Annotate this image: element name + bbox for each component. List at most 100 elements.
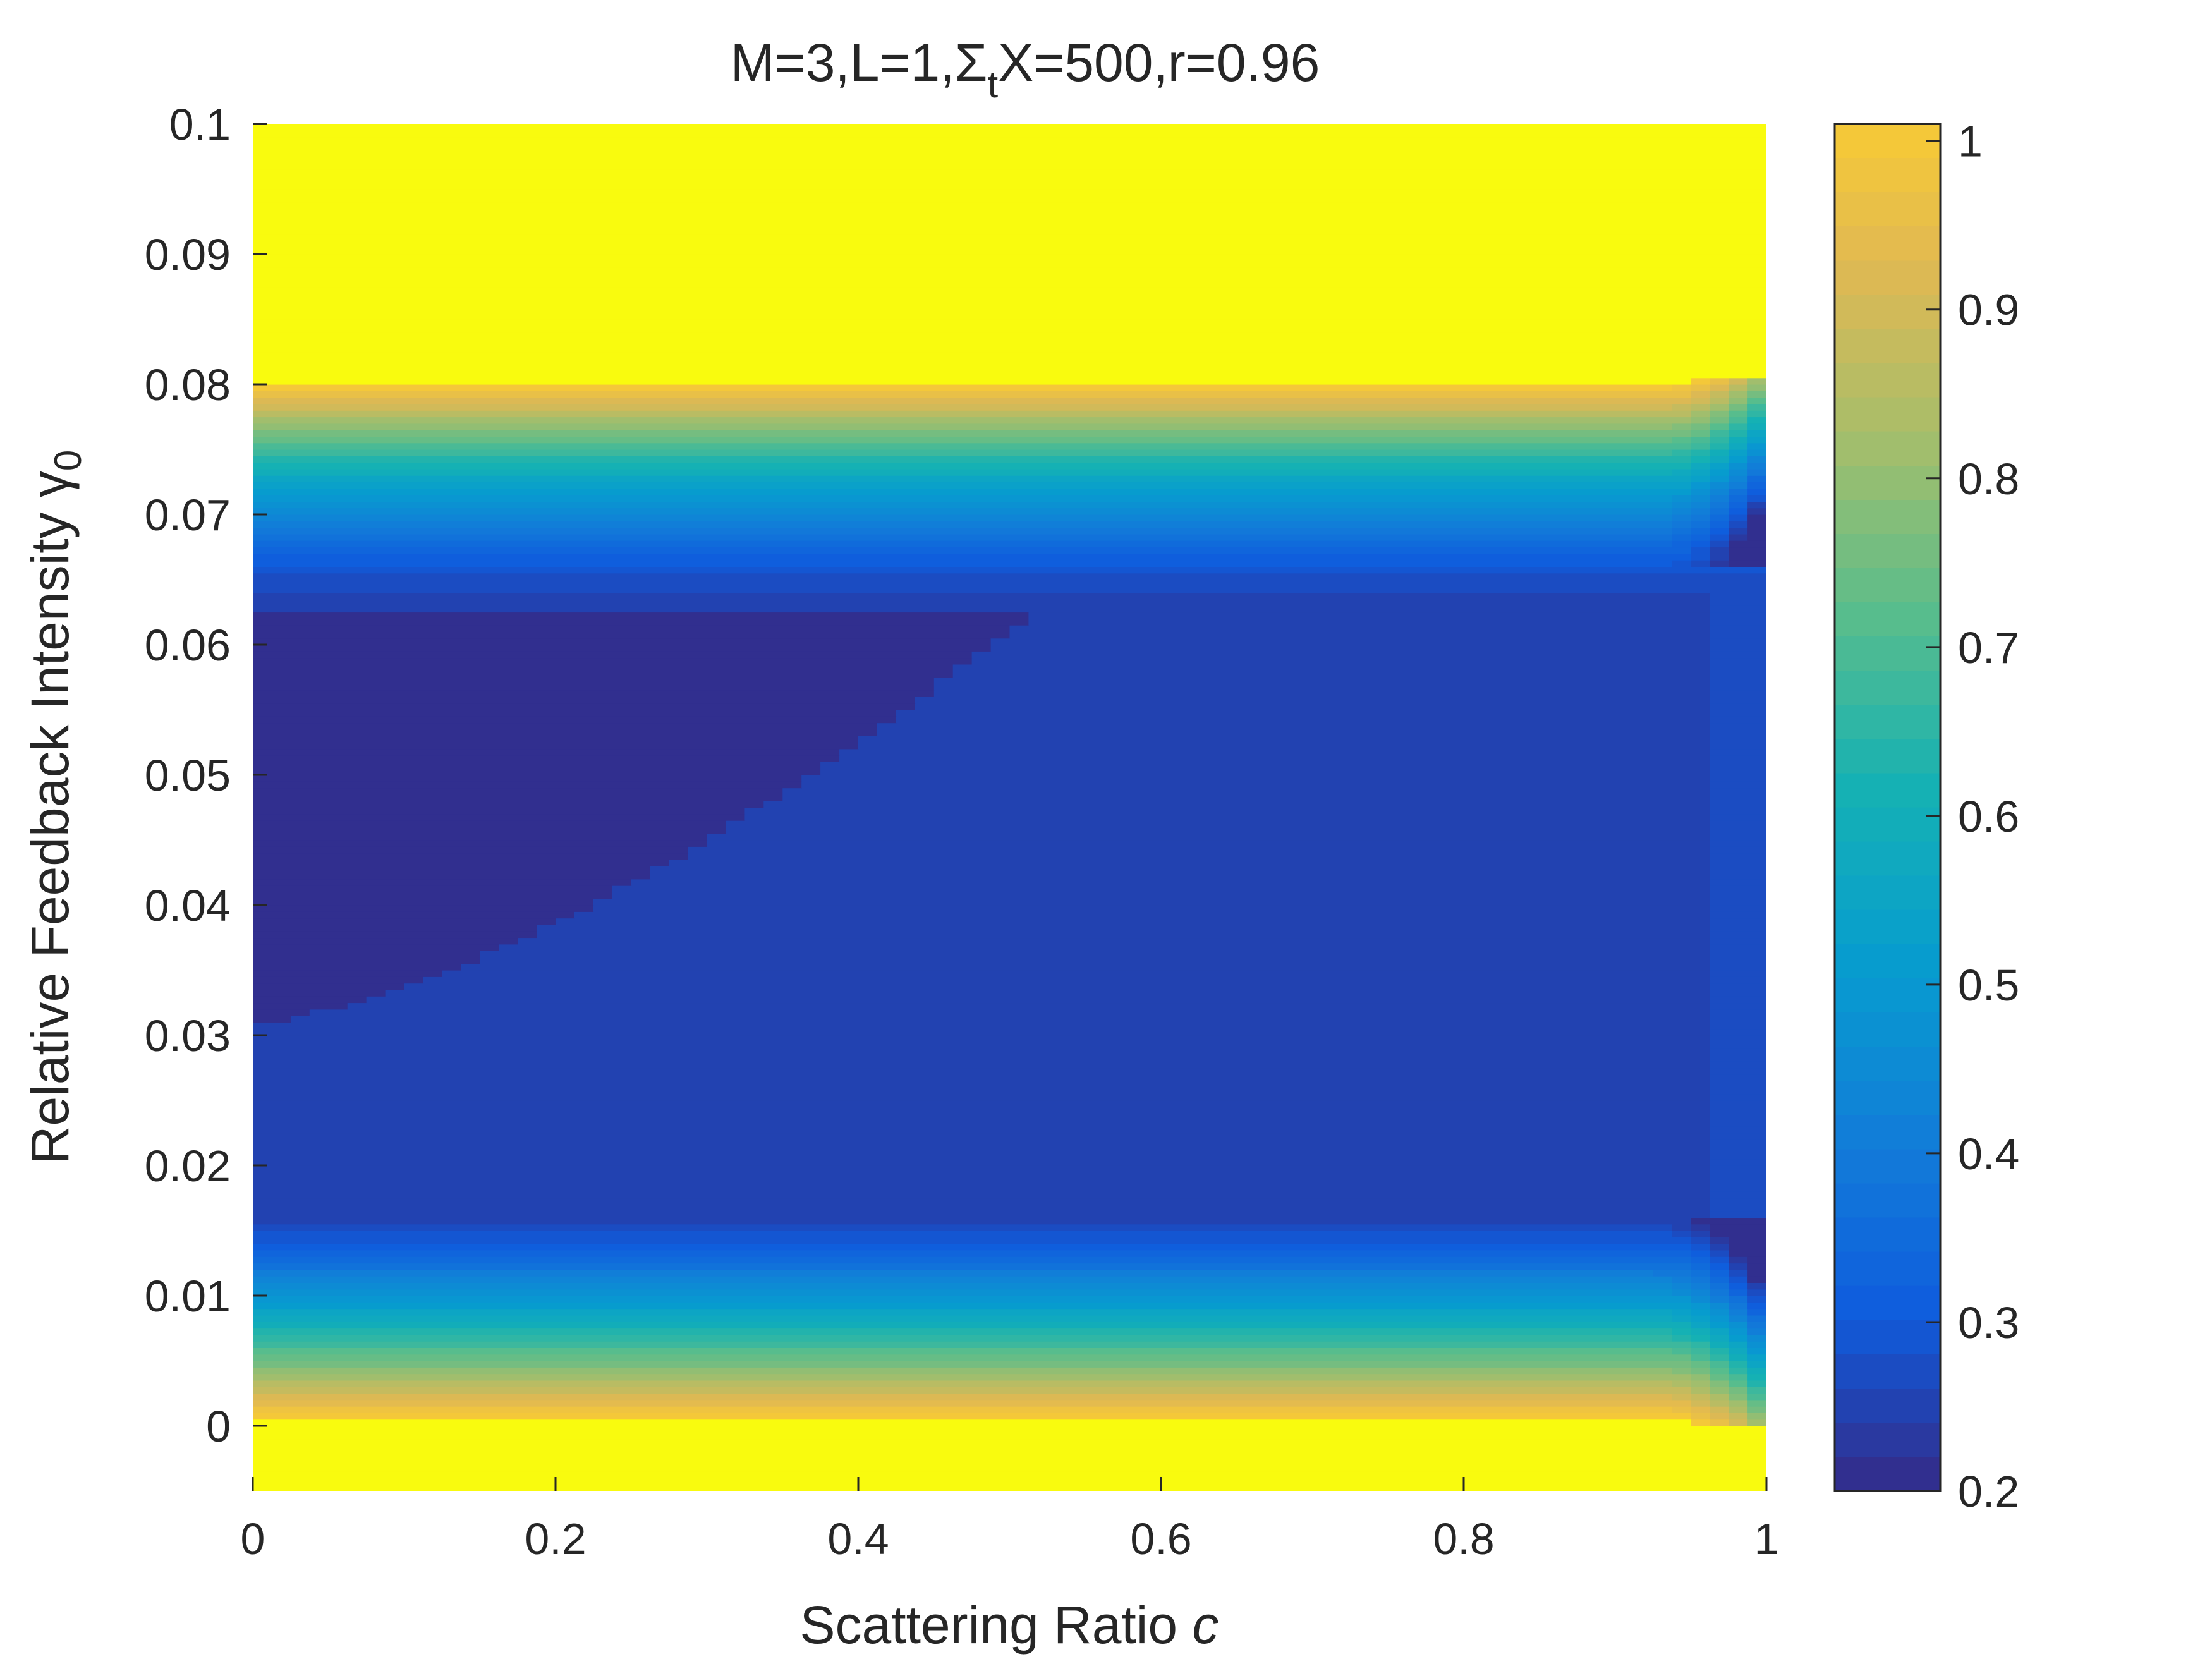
y-tick-label: 0.06 [145,621,231,670]
heatmap-cell [253,696,916,704]
heatmap-cell [1710,865,1766,873]
heatmap-cell [1691,1386,1710,1394]
heatmap-cell [253,794,783,801]
heatmap-cell [1691,468,1710,476]
heatmap-cell [253,240,1766,248]
heatmap-cell [253,1366,1673,1375]
heatmap-cell [253,1308,1673,1316]
heatmap-cell [253,983,405,990]
heatmap-cell [1747,449,1766,456]
heatmap-cell [1747,1347,1766,1355]
heatmap-cell [1691,540,1710,548]
heatmap-cell [1710,1067,1766,1075]
heatmap-cell [1691,1399,1710,1407]
heatmap-cell [1710,722,1766,730]
heatmap-cell [1672,423,1691,430]
heatmap-cell [1747,520,1766,528]
chart-title: M=3,L=1,ΣtX=500,r=0.96 [731,33,1320,106]
heatmap-cell [253,911,575,919]
heatmap-cell [1710,664,1766,671]
heatmap-cell [1710,774,1766,782]
heatmap-cell [1710,657,1766,665]
heatmap-cell [1710,1184,1766,1192]
heatmap-cell [1691,1217,1766,1225]
heatmap-cell [1729,468,1748,476]
heatmap-cell [990,638,1710,645]
heatmap-cell [1747,429,1766,437]
y-axis-label: Relative Feedback Intensity γ0 [20,450,89,1165]
heatmap-cell [253,305,1766,313]
heatmap-cell [1710,781,1766,789]
heatmap-cell [1710,1269,1729,1277]
heatmap-cell [253,208,1766,216]
heatmap-cell [1710,983,1766,990]
heatmap-cell [253,1152,1710,1160]
heatmap-cell [1710,930,1766,939]
heatmap-cell [253,1086,1710,1095]
heatmap-cell [253,286,1766,294]
heatmap-cell [1747,462,1766,470]
heatmap-cell [253,1249,1692,1257]
heatmap-cell [253,1113,1710,1121]
heatmap-cell [1729,449,1748,456]
heatmap-cell [574,911,1710,919]
heatmap-cell [1710,1178,1766,1186]
heatmap-cell [253,338,1766,346]
heatmap-cell [253,1158,1710,1166]
heatmap-cell [253,332,1766,339]
heatmap-cell [253,930,537,939]
heatmap-cell [1691,1334,1710,1342]
heatmap-cell [1710,878,1766,886]
heatmap-cell [1672,1282,1691,1290]
heatmap-cell [253,989,386,997]
heatmap-cell [1729,1256,1748,1264]
heatmap-cell [1710,989,1766,997]
heatmap-cell [707,833,1710,841]
x-axis-label: Scattering Ratio c [800,1595,1219,1655]
heatmap-cell [1710,1021,1766,1030]
heatmap-cell [1710,1249,1729,1257]
heatmap-cell [253,1015,291,1023]
heatmap-cell [688,846,1710,854]
heatmap-cell [253,299,1766,307]
heatmap-cell [1747,442,1766,450]
heatmap-cell [1747,1282,1766,1290]
heatmap-cell [1710,1354,1729,1361]
heatmap-cell [1691,1230,1710,1237]
x-tick-label: 0.6 [1130,1514,1191,1564]
y-tick-label: 0.08 [145,360,231,410]
heatmap-cell [1691,384,1710,391]
heatmap-cell [1747,527,1766,535]
heatmap-cell [1747,1412,1766,1420]
heatmap-cell [253,169,1766,176]
heatmap-cell [1710,1262,1729,1270]
heatmap-cell [669,859,1710,866]
heatmap-cell [518,937,1710,945]
heatmap-cell [253,130,1766,138]
y-tick-label: 0.05 [145,751,231,800]
heatmap-cell [1710,468,1729,476]
heatmap-cell [1747,1256,1766,1264]
heatmap-cell [1729,559,1766,567]
y-axis-label-sub: 0 [47,450,89,471]
heatmap-cell [253,995,367,1004]
heatmap-cell [1729,429,1748,437]
heatmap-cell [971,650,1710,659]
heatmap-cell [1691,1308,1710,1316]
heatmap-cell [1747,1289,1766,1296]
heatmap-cell [253,1354,1692,1361]
heatmap-cell [1747,390,1766,398]
heatmap-cell [877,722,1710,730]
heatmap-cell [253,416,1692,424]
heatmap-cell [1710,1282,1729,1290]
heatmap-cell [1672,1275,1691,1283]
heatmap-cell [1710,833,1766,841]
heatmap-cell [1710,455,1729,463]
colorbar-tick-label: 0.3 [1958,1298,2019,1347]
heatmap-cell [253,1451,1766,1459]
heatmap-cell [1729,1366,1748,1375]
heatmap-cell [1028,611,1710,619]
heatmap-cell [1672,527,1691,535]
heatmap-cell [253,599,1710,606]
heatmap-cell [1729,442,1748,450]
